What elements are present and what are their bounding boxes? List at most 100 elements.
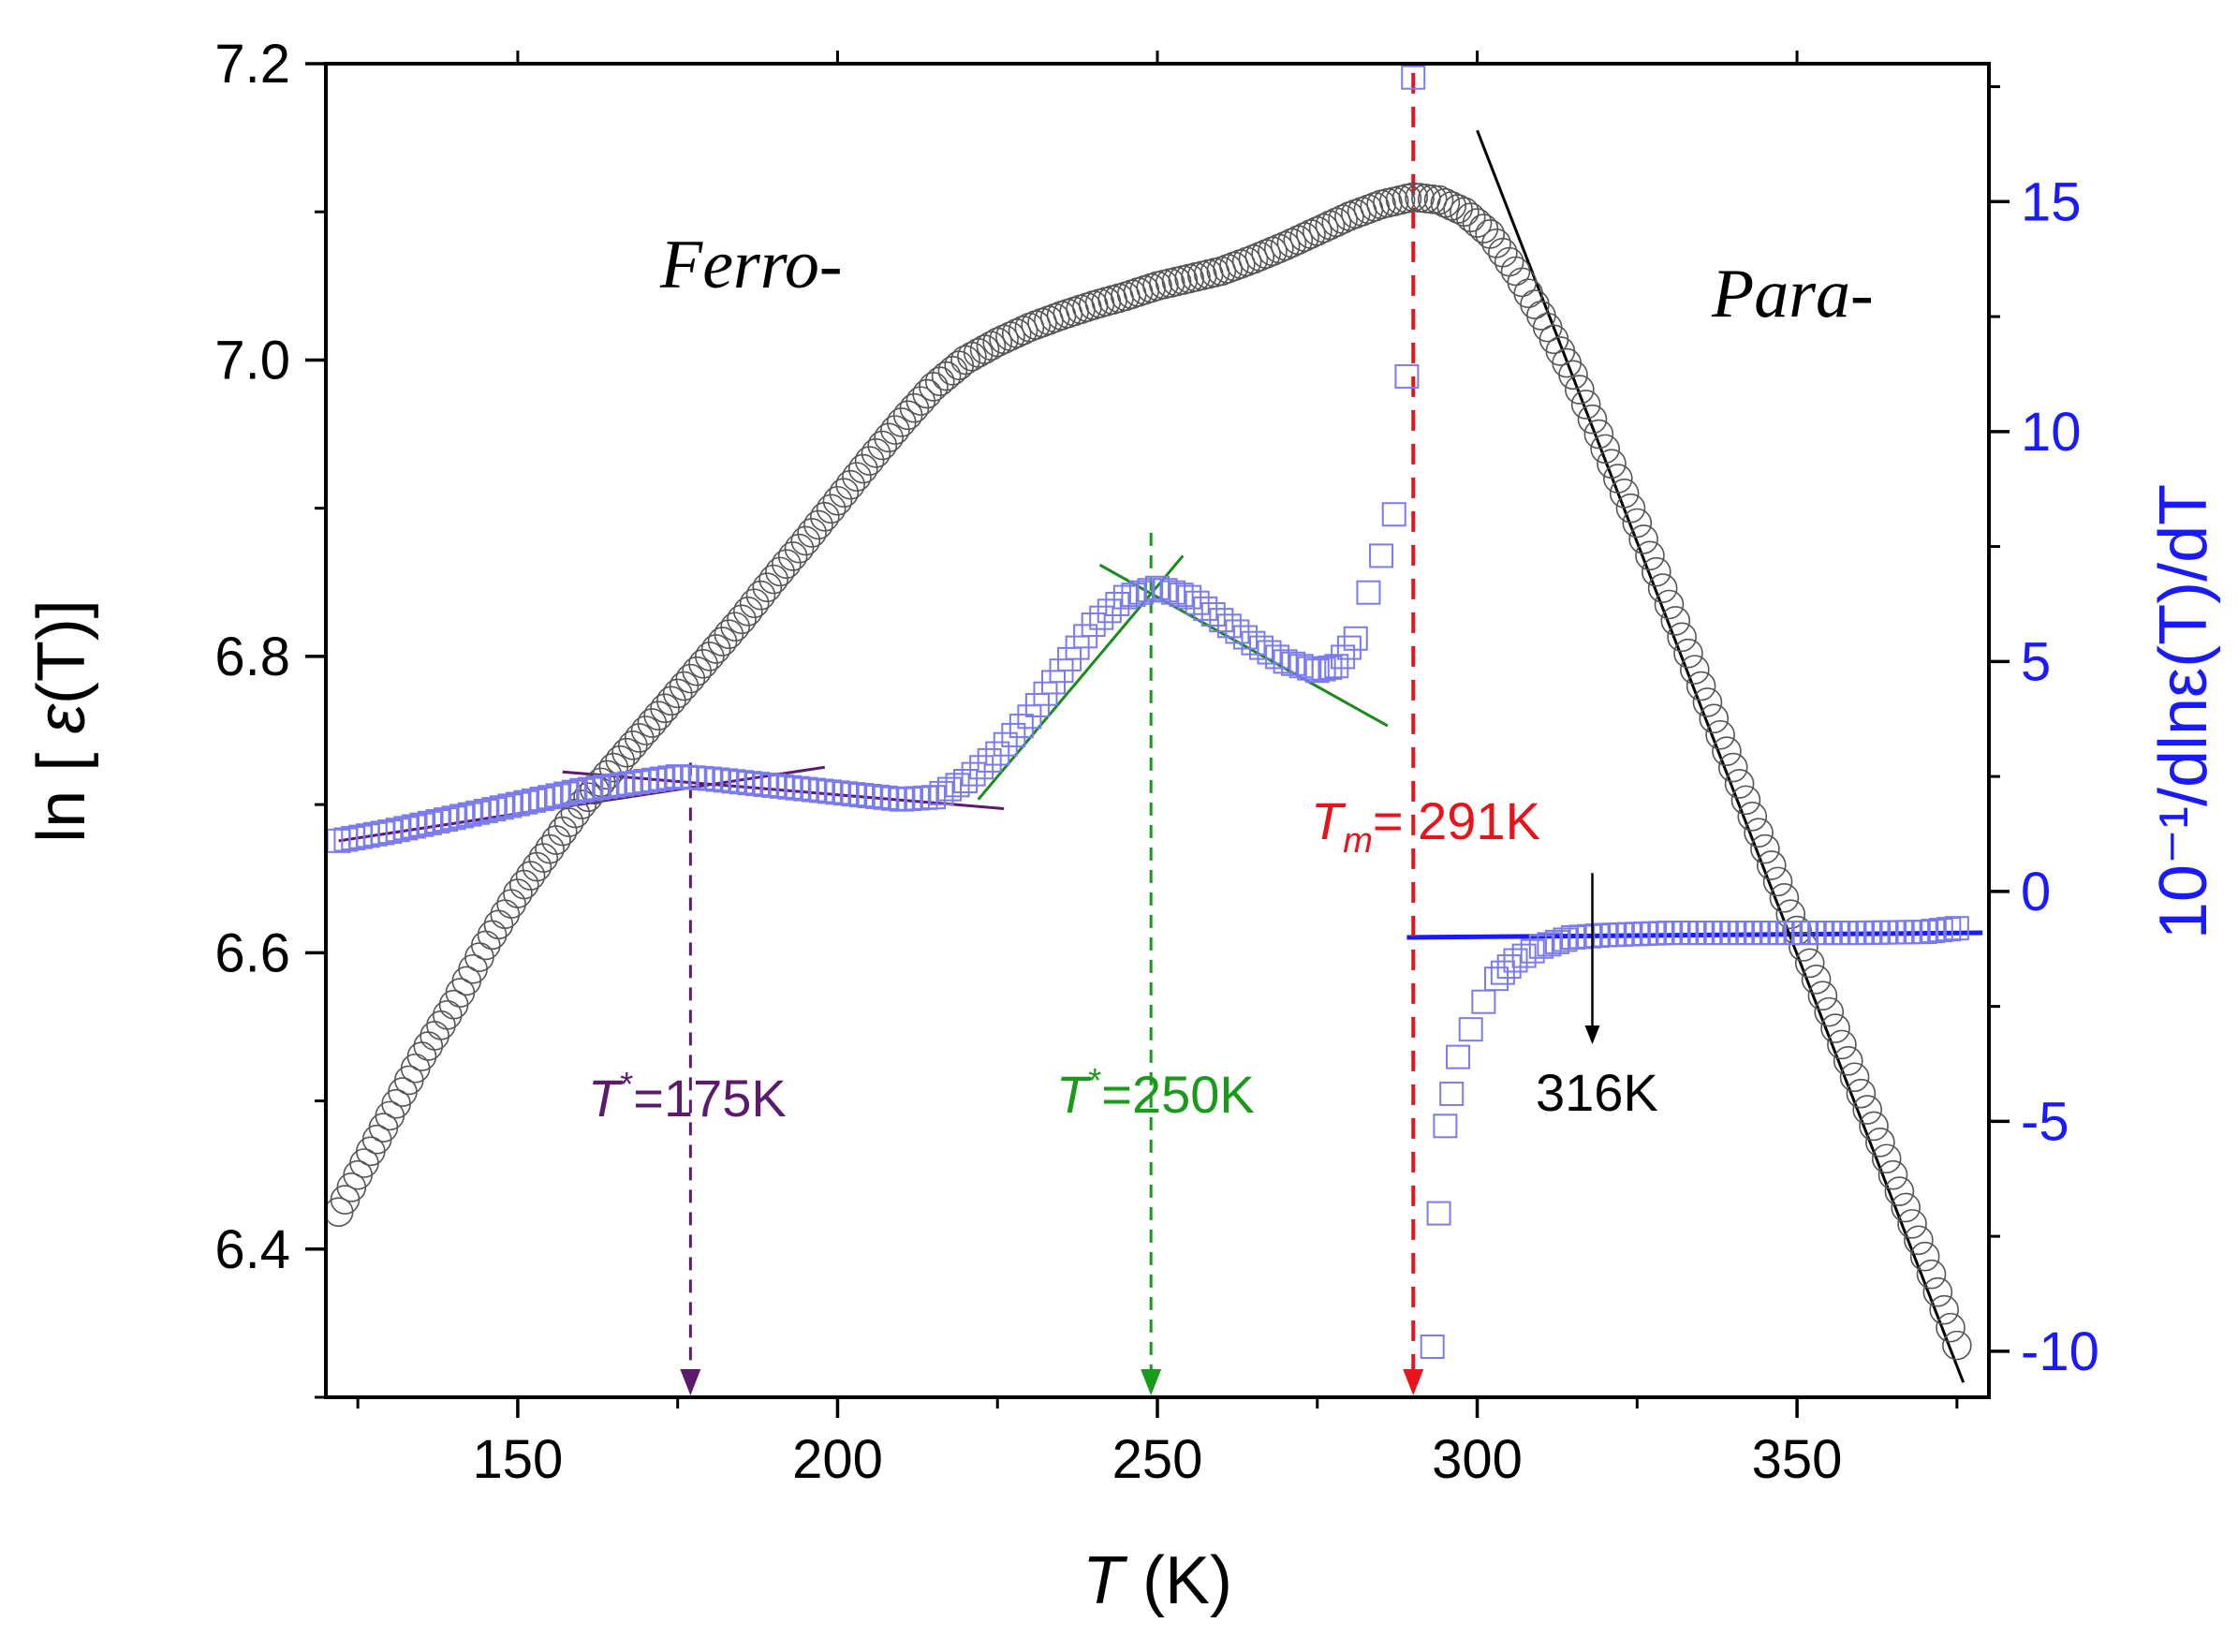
ln-epsilon-point <box>650 693 680 724</box>
ln-epsilon-point <box>874 422 904 453</box>
ln-epsilon-point <box>1789 932 1818 962</box>
x-axis-label: T (K) <box>1082 1543 1232 1618</box>
ln-epsilon-point <box>995 321 1025 351</box>
ln-epsilon-point <box>1756 850 1787 880</box>
derivative-point <box>1128 580 1154 605</box>
ln-epsilon-point <box>797 518 827 548</box>
derivative-point <box>737 771 762 796</box>
derivative-point <box>377 819 403 845</box>
fit-lines-layer <box>338 129 1983 1383</box>
ln-epsilon-point <box>1283 225 1314 256</box>
derivative-point <box>1656 921 1682 946</box>
ln-epsilon-point <box>1794 948 1825 979</box>
ln-epsilon-point <box>1891 1192 1921 1223</box>
derivative-point <box>985 741 1010 766</box>
x-tick-label: 300 <box>1432 1429 1523 1490</box>
ln-epsilon-point <box>919 372 949 402</box>
ln-epsilon-point <box>1494 246 1524 277</box>
tm-291-label: Tm= 291K <box>1311 791 1540 861</box>
ln-epsilon-point <box>1642 556 1671 587</box>
ln-epsilon-point <box>1423 184 1454 215</box>
ln-epsilon-point <box>1315 210 1346 241</box>
ln-epsilon-point <box>816 494 847 524</box>
ln-epsilon-point <box>1686 671 1716 701</box>
derivative-point <box>577 776 602 802</box>
derivative-point <box>1928 918 1953 943</box>
ln-epsilon-point <box>535 833 565 864</box>
ln-epsilon-point <box>803 509 833 540</box>
ln-epsilon-point <box>1455 202 1486 232</box>
derivative-point <box>1528 934 1553 959</box>
derivative-point <box>497 793 523 819</box>
ln-epsilon-point <box>931 361 962 391</box>
derivative-point <box>825 780 850 805</box>
ln-epsilon-point <box>477 920 508 951</box>
y-left-tick-label: 6.6 <box>214 922 290 983</box>
vertical-markers-layer <box>680 72 1424 1395</box>
derivative-point <box>1471 989 1496 1014</box>
ln-epsilon-point <box>1577 404 1608 435</box>
tstar-175-arrow <box>680 1369 701 1395</box>
derivative-point <box>593 774 618 800</box>
ln-epsilon-point <box>1673 638 1703 669</box>
para-annotation: Para- <box>1711 256 1874 332</box>
ln-epsilon-point <box>528 843 559 873</box>
ln-epsilon-point <box>1334 201 1364 231</box>
ln-epsilon-point <box>630 715 661 745</box>
ln-epsilon-point <box>1583 419 1614 450</box>
ln-epsilon-point <box>1270 230 1301 261</box>
ln-epsilon-point <box>758 564 788 595</box>
tstar-250-arrow <box>1141 1369 1162 1395</box>
derivative-point <box>1161 580 1186 605</box>
derivative-point <box>705 767 730 792</box>
ln-epsilon-point <box>1500 256 1531 287</box>
derivative-point <box>425 808 450 833</box>
ln-epsilon-point <box>1897 1209 1927 1239</box>
ln-epsilon-point <box>656 686 686 716</box>
derivative-point <box>649 766 674 791</box>
ln-epsilon-point <box>765 556 795 587</box>
derivative-point <box>1503 948 1528 973</box>
derivative-point <box>434 807 459 833</box>
ln-epsilon-point <box>1462 208 1493 238</box>
derivative-point <box>457 802 482 827</box>
ln-epsilon-point <box>1488 237 1518 268</box>
ln-epsilon-point <box>1609 479 1640 509</box>
derivative-point <box>1105 591 1130 616</box>
derivative-point <box>505 791 530 817</box>
derivative-point <box>1112 584 1138 610</box>
ln-epsilon-point <box>1737 801 1768 832</box>
ln-epsilon-point <box>854 446 885 476</box>
derivative-point <box>993 731 1018 757</box>
ln-epsilon-point <box>1750 833 1780 864</box>
black-fit <box>1476 129 1966 1383</box>
derivative-point <box>601 773 626 798</box>
derivative-point <box>385 818 410 843</box>
ln-epsilon-point <box>1628 524 1658 554</box>
ln-epsilon-point <box>1852 1095 1883 1125</box>
ln-epsilon-point <box>1590 434 1620 465</box>
ln-epsilon-point <box>1942 1330 1972 1361</box>
derivative-point <box>1137 578 1162 603</box>
data-series-layer <box>323 65 1972 1361</box>
ln-epsilon-point <box>739 588 770 619</box>
derivative-point <box>1153 578 1178 603</box>
ln-epsilon-point <box>1801 965 1832 995</box>
ln-epsilon-point <box>1308 213 1339 243</box>
ln-epsilon-point <box>662 678 693 709</box>
derivative-point <box>609 772 634 797</box>
tstar-175-label: T*=175K <box>588 1065 787 1128</box>
ln-epsilon-point <box>937 356 968 386</box>
ln-epsilon-point <box>1712 736 1742 766</box>
ln-epsilon-point <box>829 478 860 509</box>
derivative-point <box>585 775 611 801</box>
derivative-point <box>1121 583 1146 608</box>
green-fit-2 <box>1098 563 1389 728</box>
ln-epsilon-point <box>1296 219 1326 249</box>
ln-epsilon-point <box>847 453 878 484</box>
ln-epsilon-point <box>1654 589 1685 620</box>
ln-epsilon-point <box>714 619 744 649</box>
y-right-axis-label: 10⁻¹/dlnε(T)/dT <box>2146 484 2221 939</box>
ln-epsilon-point <box>1213 254 1243 284</box>
ln-epsilon-point <box>643 701 674 730</box>
